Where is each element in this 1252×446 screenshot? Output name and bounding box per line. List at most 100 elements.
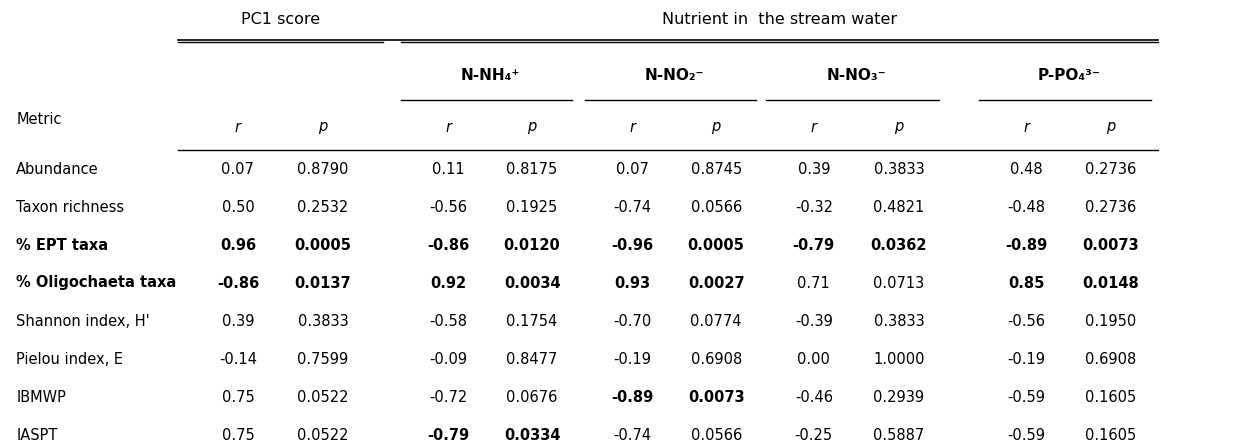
Text: 0.1605: 0.1605 [1085, 389, 1136, 405]
Text: r: r [235, 120, 240, 135]
Text: 0.4821: 0.4821 [874, 199, 924, 215]
Text: 0.0027: 0.0027 [687, 276, 745, 290]
Text: 0.5887: 0.5887 [874, 428, 924, 442]
Text: Abundance: Abundance [16, 161, 99, 177]
Text: 0.0120: 0.0120 [503, 238, 561, 252]
Text: -0.70: -0.70 [613, 314, 651, 329]
Text: 0.39: 0.39 [798, 161, 830, 177]
Text: 0.0566: 0.0566 [691, 199, 741, 215]
Text: 0.1950: 0.1950 [1085, 314, 1136, 329]
Text: N-NH₄⁺: N-NH₄⁺ [461, 67, 520, 83]
Text: -0.86: -0.86 [217, 276, 259, 290]
Text: -0.89: -0.89 [1005, 238, 1048, 252]
Text: PC1 score: PC1 score [240, 12, 321, 28]
Text: p: p [1106, 120, 1116, 135]
Text: 0.92: 0.92 [431, 276, 466, 290]
Text: -0.39: -0.39 [795, 314, 833, 329]
Text: 0.0774: 0.0774 [690, 314, 742, 329]
Text: Pielou index, E: Pielou index, E [16, 351, 123, 367]
Text: r: r [446, 120, 451, 135]
Text: 0.2736: 0.2736 [1085, 199, 1136, 215]
Text: 0.0137: 0.0137 [294, 276, 352, 290]
Text: 0.71: 0.71 [798, 276, 830, 290]
Text: 0.07: 0.07 [222, 161, 254, 177]
Text: r: r [811, 120, 816, 135]
Text: -0.19: -0.19 [613, 351, 651, 367]
Text: 0.1754: 0.1754 [507, 314, 557, 329]
Text: 0.0073: 0.0073 [1082, 238, 1139, 252]
Text: -0.89: -0.89 [611, 389, 654, 405]
Text: -0.46: -0.46 [795, 389, 833, 405]
Text: -0.74: -0.74 [613, 199, 651, 215]
Text: -0.25: -0.25 [795, 428, 833, 442]
Text: -0.56: -0.56 [1008, 314, 1045, 329]
Text: 0.75: 0.75 [222, 389, 254, 405]
Text: p: p [711, 120, 721, 135]
Text: 0.0005: 0.0005 [687, 238, 745, 252]
Text: 0.3833: 0.3833 [874, 161, 924, 177]
Text: 0.8745: 0.8745 [691, 161, 741, 177]
Text: -0.09: -0.09 [429, 351, 467, 367]
Text: 0.0676: 0.0676 [506, 389, 558, 405]
Text: -0.32: -0.32 [795, 199, 833, 215]
Text: 0.0005: 0.0005 [294, 238, 352, 252]
Text: IASPT: IASPT [16, 428, 58, 442]
Text: p: p [894, 120, 904, 135]
Text: % Oligochaeta taxa: % Oligochaeta taxa [16, 276, 177, 290]
Text: Metric: Metric [16, 112, 61, 128]
Text: 0.75: 0.75 [222, 428, 254, 442]
Text: N-NO₃⁻: N-NO₃⁻ [826, 67, 886, 83]
Text: 0.0566: 0.0566 [691, 428, 741, 442]
Text: 0.0522: 0.0522 [297, 389, 349, 405]
Text: 0.85: 0.85 [1008, 276, 1045, 290]
Text: 0.07: 0.07 [616, 161, 649, 177]
Text: IBMWP: IBMWP [16, 389, 66, 405]
Text: -0.56: -0.56 [429, 199, 467, 215]
Text: 0.0334: 0.0334 [503, 428, 561, 442]
Text: -0.96: -0.96 [611, 238, 654, 252]
Text: 0.6908: 0.6908 [1085, 351, 1136, 367]
Text: p: p [527, 120, 537, 135]
Text: 0.8477: 0.8477 [506, 351, 558, 367]
Text: 0.0034: 0.0034 [503, 276, 561, 290]
Text: N-NO₂⁻: N-NO₂⁻ [645, 67, 704, 83]
Text: 0.8790: 0.8790 [297, 161, 349, 177]
Text: 0.0073: 0.0073 [687, 389, 745, 405]
Text: r: r [630, 120, 635, 135]
Text: 0.1605: 0.1605 [1085, 428, 1136, 442]
Text: 1.0000: 1.0000 [873, 351, 925, 367]
Text: -0.86: -0.86 [427, 238, 470, 252]
Text: 0.93: 0.93 [615, 276, 650, 290]
Text: 0.0522: 0.0522 [297, 428, 349, 442]
Text: 0.0713: 0.0713 [874, 276, 924, 290]
Text: 0.48: 0.48 [1010, 161, 1043, 177]
Text: p: p [318, 120, 328, 135]
Text: 0.39: 0.39 [222, 314, 254, 329]
Text: 0.00: 0.00 [798, 351, 830, 367]
Text: 0.2939: 0.2939 [874, 389, 924, 405]
Text: Shannon index, H': Shannon index, H' [16, 314, 150, 329]
Text: 0.6908: 0.6908 [691, 351, 741, 367]
Text: -0.58: -0.58 [429, 314, 467, 329]
Text: 0.11: 0.11 [432, 161, 464, 177]
Text: 0.0148: 0.0148 [1082, 276, 1139, 290]
Text: -0.79: -0.79 [793, 238, 835, 252]
Text: 0.3833: 0.3833 [874, 314, 924, 329]
Text: -0.19: -0.19 [1008, 351, 1045, 367]
Text: 0.3833: 0.3833 [298, 314, 348, 329]
Text: P-PO₄³⁻: P-PO₄³⁻ [1037, 67, 1101, 83]
Text: 0.50: 0.50 [222, 199, 254, 215]
Text: -0.79: -0.79 [427, 428, 470, 442]
Text: 0.0362: 0.0362 [870, 238, 928, 252]
Text: Taxon richness: Taxon richness [16, 199, 124, 215]
Text: -0.59: -0.59 [1008, 389, 1045, 405]
Text: 0.1925: 0.1925 [507, 199, 557, 215]
Text: % EPT taxa: % EPT taxa [16, 238, 109, 252]
Text: 0.96: 0.96 [220, 238, 255, 252]
Text: -0.72: -0.72 [429, 389, 467, 405]
Text: 0.2736: 0.2736 [1085, 161, 1136, 177]
Text: Nutrient in  the stream water: Nutrient in the stream water [662, 12, 896, 28]
Text: 0.2532: 0.2532 [298, 199, 348, 215]
Text: 0.7599: 0.7599 [298, 351, 348, 367]
Text: r: r [1024, 120, 1029, 135]
